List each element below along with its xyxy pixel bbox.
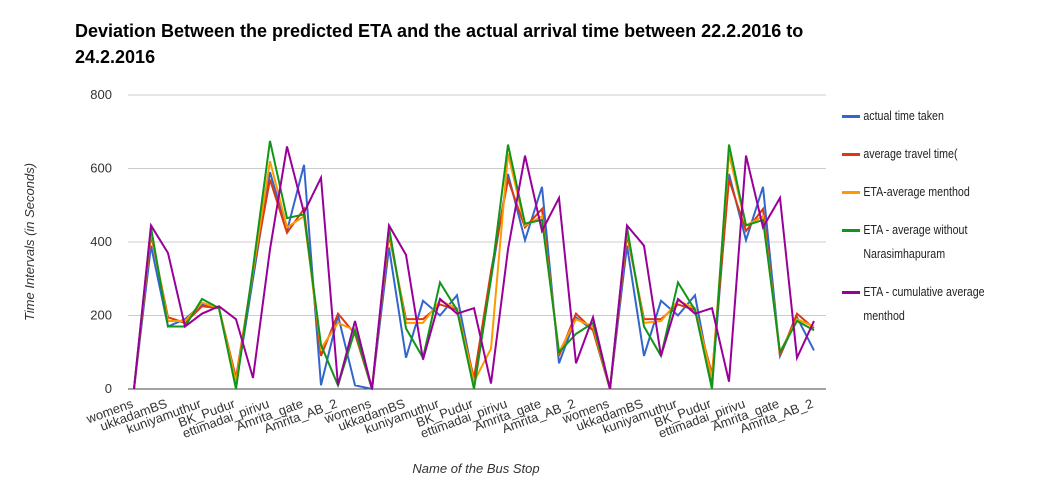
legend-label: ETA-average menthod: [863, 184, 970, 199]
legend-swatch: [842, 153, 861, 156]
chart-title: Deviation Between the predicted ETA and …: [75, 21, 804, 67]
series-line: [133, 175, 815, 390]
series-line: [133, 153, 815, 390]
y-tick-label: 0: [105, 381, 112, 396]
y-tick-label: 800: [90, 87, 112, 102]
y-tick-label: 400: [90, 234, 112, 249]
legend-label: ETA - cumulative average menthod: [863, 284, 985, 323]
legend-item: average travel time(: [842, 142, 1003, 166]
legend-item: ETA-average menthod: [842, 180, 1003, 204]
legend-swatch: [842, 291, 861, 294]
legend-swatch: [842, 229, 861, 232]
legend-item: ETA - average without Narasimhapuram: [842, 218, 1003, 266]
legend: actual time taken average travel time( ETA…: [842, 104, 1032, 342]
legend-label: ETA - average without Narasimhapuram: [863, 222, 968, 261]
legend-item: actual time taken: [842, 104, 1003, 128]
legend-item: ETA - cumulative average menthod: [842, 280, 1003, 328]
legend-label: actual time taken: [863, 108, 944, 123]
x-axis-title: Name of the Bus Stop: [412, 461, 539, 476]
series-line: [133, 164, 815, 391]
legend-swatch: [842, 191, 861, 194]
legend-label: average travel time(: [863, 146, 958, 161]
legend-swatch: [842, 115, 861, 118]
series-line: [133, 146, 815, 390]
y-tick-label: 600: [90, 161, 112, 176]
y-axis-title: Time Intervals (in Seconds): [22, 163, 37, 321]
y-tick-label: 200: [90, 308, 112, 323]
series-line: [133, 140, 815, 390]
